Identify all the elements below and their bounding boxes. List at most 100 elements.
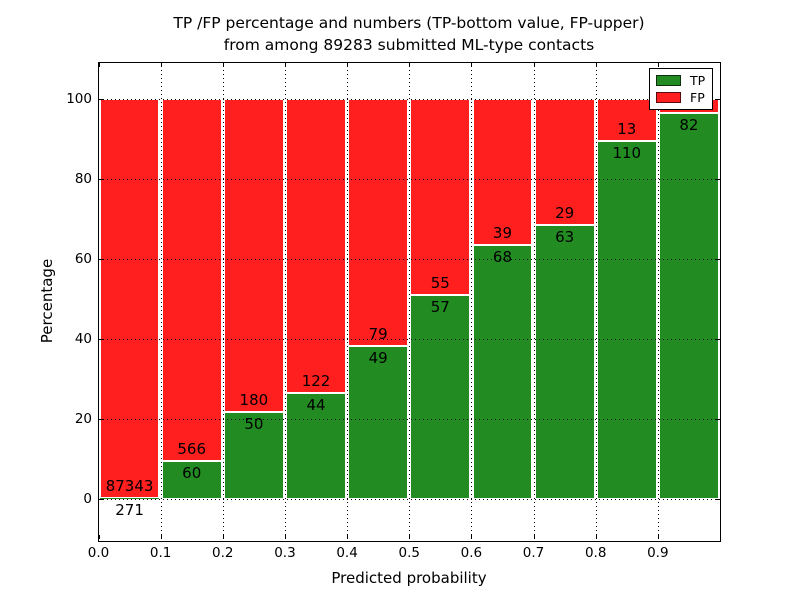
tp-count-label: 49 — [368, 348, 388, 367]
y-tick-mark-left — [99, 179, 104, 180]
bar-tp-segment — [224, 412, 284, 499]
y-tick-mark-left — [99, 339, 104, 340]
y-tick-mark-right — [715, 179, 719, 180]
grid-line-horizontal — [98, 499, 720, 500]
grid-line-horizontal — [98, 259, 720, 260]
tp-count-label: 57 — [430, 298, 450, 317]
y-axis-label: Percentage — [38, 258, 56, 344]
x-tick-mark-top — [657, 63, 659, 67]
x-tick-mark-bottom — [222, 535, 224, 539]
y-tick-label: 100 — [66, 91, 92, 107]
x-tick-mark-top — [595, 63, 597, 67]
y-tick-mark-left — [99, 499, 104, 500]
fp-count-label: 87343 — [105, 476, 154, 495]
fp-count-label: 13 — [617, 120, 637, 139]
tp-count-label: 82 — [679, 116, 699, 135]
x-tick-mark-bottom — [98, 535, 100, 539]
x-tick-mark-bottom — [347, 535, 349, 539]
bar-tp-segment — [161, 460, 222, 499]
y-tick-label: 80 — [74, 171, 92, 187]
tp-count-label: 68 — [492, 247, 513, 266]
fp-count-label: 39 — [492, 223, 513, 242]
grid-line-vertical — [409, 62, 411, 540]
y-tick-label: 40 — [74, 331, 92, 347]
x-tick-label: 0.2 — [212, 545, 234, 561]
grid-line-vertical — [222, 62, 224, 540]
bar-fp-segment — [534, 99, 595, 226]
grid-line-vertical — [284, 62, 286, 540]
x-tick-label: 0.1 — [149, 545, 172, 561]
grid-line-vertical — [533, 62, 535, 540]
bar-tp-segment — [596, 141, 657, 499]
y-tick-mark-right — [715, 259, 719, 260]
bar-fp-segment — [286, 99, 346, 393]
x-tick-mark-bottom — [657, 535, 659, 539]
grid-line-vertical — [657, 62, 659, 540]
x-tick-mark-top — [409, 63, 411, 67]
y-tick-mark-right — [715, 99, 719, 100]
grid-line-vertical — [160, 62, 162, 540]
bar-tp-segment — [348, 345, 409, 499]
x-tick-mark-top — [222, 63, 224, 67]
tp-count-label: 271 — [115, 500, 144, 519]
bar-fp-segment — [410, 99, 471, 296]
tp-count-label: 60 — [182, 463, 202, 482]
x-tick-mark-bottom — [284, 535, 286, 539]
x-tick-mark-top — [284, 63, 286, 67]
tp-count-label: 110 — [612, 144, 642, 163]
y-tick-mark-left — [99, 419, 104, 420]
y-tick-mark-left — [99, 259, 104, 260]
x-tick-label: 0.5 — [398, 545, 420, 561]
x-tick-mark-bottom — [595, 535, 597, 539]
legend-label: FP — [690, 89, 705, 105]
x-tick-mark-top — [160, 63, 162, 67]
bar-fp-segment — [224, 99, 284, 413]
bar-tp-segment — [99, 497, 160, 499]
bar-tp-segment — [534, 225, 595, 499]
bar-fp-segment — [348, 99, 409, 346]
grid-line-vertical — [471, 62, 473, 540]
fp-count-label: 566 — [177, 439, 207, 458]
x-tick-label: 0.7 — [522, 545, 545, 561]
y-tick-label: 0 — [83, 491, 92, 507]
y-tick-label: 60 — [74, 251, 92, 267]
y-tick-label: 20 — [74, 411, 92, 427]
bar-fp-segment — [99, 99, 160, 498]
bar-fp-segment — [596, 99, 657, 142]
x-tick-mark-top — [533, 63, 535, 67]
x-tick-mark-top — [471, 63, 473, 67]
x-tick-label: 0.0 — [87, 545, 110, 561]
grid-line-horizontal — [98, 339, 720, 340]
x-tick-label: 0.4 — [336, 545, 358, 561]
y-tick-mark-right — [715, 419, 719, 420]
y-tick-mark-left — [99, 99, 104, 100]
grid-line-vertical — [595, 62, 597, 540]
x-tick-mark-bottom — [471, 535, 473, 539]
grid-line-vertical — [347, 62, 349, 540]
legend-item-fp: FP — [656, 91, 706, 104]
grid-line-horizontal — [98, 99, 720, 100]
bar-tp-segment — [659, 113, 719, 499]
chart-title-line-2: from among 89283 submitted ML-type conta… — [223, 36, 595, 54]
fp-count-label: 122 — [301, 371, 331, 390]
x-tick-label: 0.6 — [460, 545, 483, 561]
tp-count-label: 44 — [306, 395, 326, 414]
y-tick-mark-right — [715, 499, 719, 500]
bar-tp-segment — [286, 392, 346, 499]
fp-count-label: 79 — [368, 324, 388, 343]
x-tick-label: 0.3 — [274, 545, 296, 561]
legend-label: TP — [690, 73, 706, 89]
fp-count-label: 55 — [430, 274, 450, 293]
x-tick-mark-bottom — [160, 535, 162, 539]
x-tick-mark-top — [347, 63, 349, 67]
fp-count-label: 29 — [555, 204, 575, 223]
grid-line-horizontal — [98, 419, 720, 420]
x-tick-mark-top — [98, 63, 100, 67]
x-tick-label: 0.9 — [647, 545, 669, 561]
fp-count-label: 180 — [239, 391, 269, 410]
x-tick-mark-bottom — [533, 535, 535, 539]
x-tick-mark-bottom — [409, 535, 411, 539]
tp-count-label: 63 — [555, 228, 575, 247]
legend-swatch-fp — [656, 91, 681, 103]
